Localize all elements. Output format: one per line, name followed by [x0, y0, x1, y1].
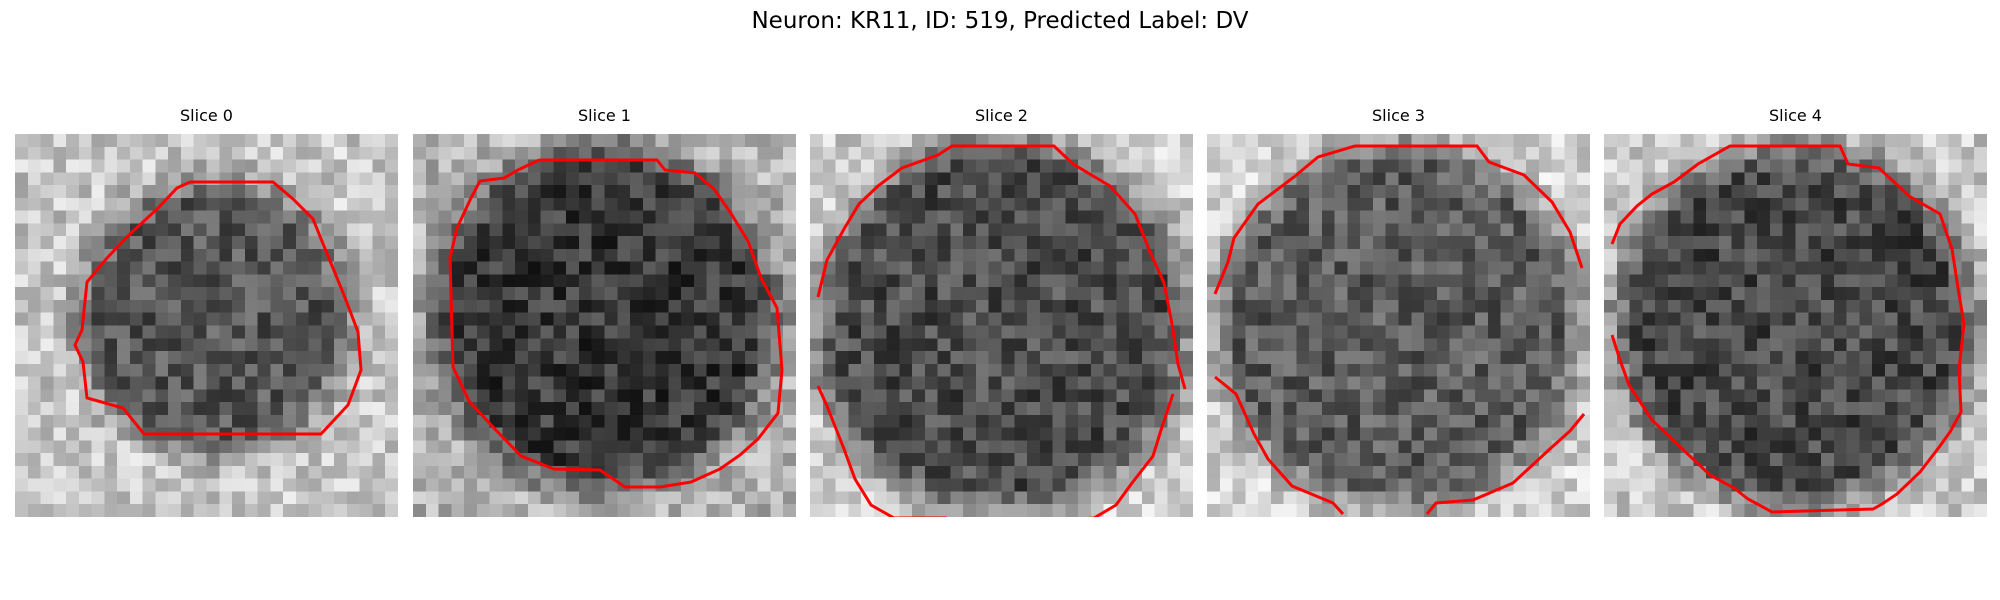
- slice-image: [413, 134, 796, 517]
- cell-contour: [1425, 413, 1586, 515]
- grayscale-image: [15, 134, 398, 517]
- slice-title: Slice 0: [180, 106, 233, 125]
- slice-image: [810, 134, 1193, 517]
- grayscale-image: [810, 134, 1193, 517]
- contour-overlay: [73, 180, 363, 436]
- slice-panel-2: Slice 2: [810, 106, 1193, 517]
- cell-contour: [73, 180, 363, 436]
- grayscale-image: [1207, 134, 1590, 517]
- slice-image: [1207, 134, 1590, 517]
- grayscale-image: [413, 134, 796, 517]
- slice-panel-1: Slice 1: [413, 106, 796, 517]
- cell-contour: [816, 144, 1187, 390]
- slice-panel-0: Slice 0: [15, 106, 398, 517]
- slice-panel-3: Slice 3: [1207, 106, 1590, 517]
- slice-panel-4: Slice 4: [1604, 106, 1987, 517]
- cell-contour: [816, 385, 948, 517]
- grayscale-image: [1604, 134, 1987, 517]
- slice-title: Slice 1: [578, 106, 631, 125]
- contour-overlay: [1610, 144, 1966, 514]
- cell-contour: [448, 158, 784, 489]
- cell-contour: [1610, 144, 1966, 514]
- slice-image: [1604, 134, 1987, 517]
- contour-overlay: [816, 144, 1187, 517]
- contour-overlay: [448, 158, 784, 489]
- slice-title: Slice 3: [1372, 106, 1425, 125]
- slice-image: [15, 134, 398, 517]
- slice-title: Slice 2: [975, 106, 1028, 125]
- cell-contour: [1213, 144, 1584, 295]
- figure-title: Neuron: KR11, ID: 519, Predicted Label: …: [751, 8, 1249, 34]
- cell-contour: [1086, 393, 1175, 517]
- contour-overlay: [1213, 144, 1586, 516]
- cell-contour: [1214, 375, 1345, 516]
- slice-title: Slice 4: [1769, 106, 1822, 125]
